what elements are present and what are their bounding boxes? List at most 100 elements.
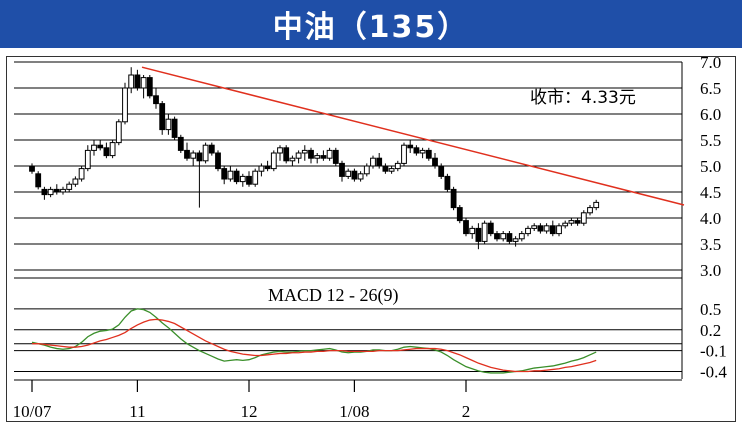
trendline [141,66,685,206]
candle [277,145,283,161]
candle [215,150,221,172]
macd-tick-label: 0.5 [700,300,721,319]
candle [270,150,277,172]
macd-line [31,308,597,374]
candle [283,145,290,164]
candle [109,140,116,159]
candle [382,163,389,174]
candle [320,150,327,161]
macd-tick-label: 0.2 [700,321,721,340]
candle [332,147,339,166]
candle [450,186,457,211]
candle [419,147,426,159]
macd-title: MACD 12 - 26(9) [268,285,399,306]
candle [208,142,215,156]
candle [246,171,252,187]
candle [481,220,488,244]
candle [506,231,513,244]
price-tick-label: 3.5 [700,235,721,254]
candle [128,67,135,94]
candle [543,223,550,234]
candle [295,150,302,164]
candle [500,231,507,242]
candle [134,69,141,91]
candle [407,140,414,153]
candle [512,236,519,247]
candle [487,220,494,237]
x-axis: 10/07 11 12 1/08 2 [13,379,682,421]
candle [289,155,296,166]
candle [475,223,482,250]
candle [196,150,203,208]
candle [47,186,54,198]
candle [413,145,420,156]
candle [53,184,60,195]
candle [84,145,91,172]
candle [351,168,358,182]
price-tick-label: 4.0 [700,209,721,228]
x-tick-label: 12 [241,402,258,421]
candle [463,218,469,237]
price-tick-label: 3.0 [700,261,721,280]
price-candles [29,67,600,250]
candle [159,101,166,135]
price-tick-label: 4.5 [700,183,721,202]
x-tick-label: 2 [462,402,471,421]
candle [568,218,575,226]
candle [562,220,569,229]
candle [525,225,531,237]
candle [122,82,128,125]
candle [394,160,401,172]
candle [388,166,395,174]
candle [202,142,209,164]
candle [221,166,228,185]
candle [41,186,48,200]
macd-lines [31,308,597,374]
close-price-annotation: 收市：4.33元 [530,88,636,108]
candle [531,223,538,231]
candle [97,140,104,151]
macd-tick-labels: 0.5 0.2 -0.1 -0.4 [700,300,727,382]
candle [190,150,197,166]
price-tick-label: 7.0 [700,53,721,72]
candle [339,160,345,182]
candle [146,75,153,99]
candle [587,205,593,216]
candle [370,155,376,169]
macd-tick-label: -0.4 [700,363,727,382]
candle [556,223,562,237]
price-tick-label: 5.0 [700,157,721,176]
candle [78,166,85,182]
candle [258,163,265,177]
candle [401,142,407,166]
candle [264,160,271,172]
candle [456,205,463,224]
candle [233,168,240,185]
candle [153,88,159,109]
candle [239,173,246,187]
candle [494,231,500,242]
signal-line [32,318,597,373]
candle [227,166,234,182]
candle [345,168,352,179]
candle [469,225,476,239]
candle [29,163,35,174]
candle [140,75,147,99]
candle [314,153,321,164]
candle [518,231,525,242]
candle [537,223,544,234]
x-tick-label: 11 [129,402,145,421]
candle [60,186,66,195]
candle [115,119,122,146]
candle [580,210,587,226]
candle [549,220,556,237]
x-tick-label: 1/08 [339,402,369,421]
candle [66,181,73,192]
candle [91,140,97,156]
price-tick-label: 5.5 [700,131,721,150]
candle [326,147,333,161]
price-tick-label: 6.0 [700,105,721,124]
candle [301,145,308,161]
candle [308,147,314,164]
